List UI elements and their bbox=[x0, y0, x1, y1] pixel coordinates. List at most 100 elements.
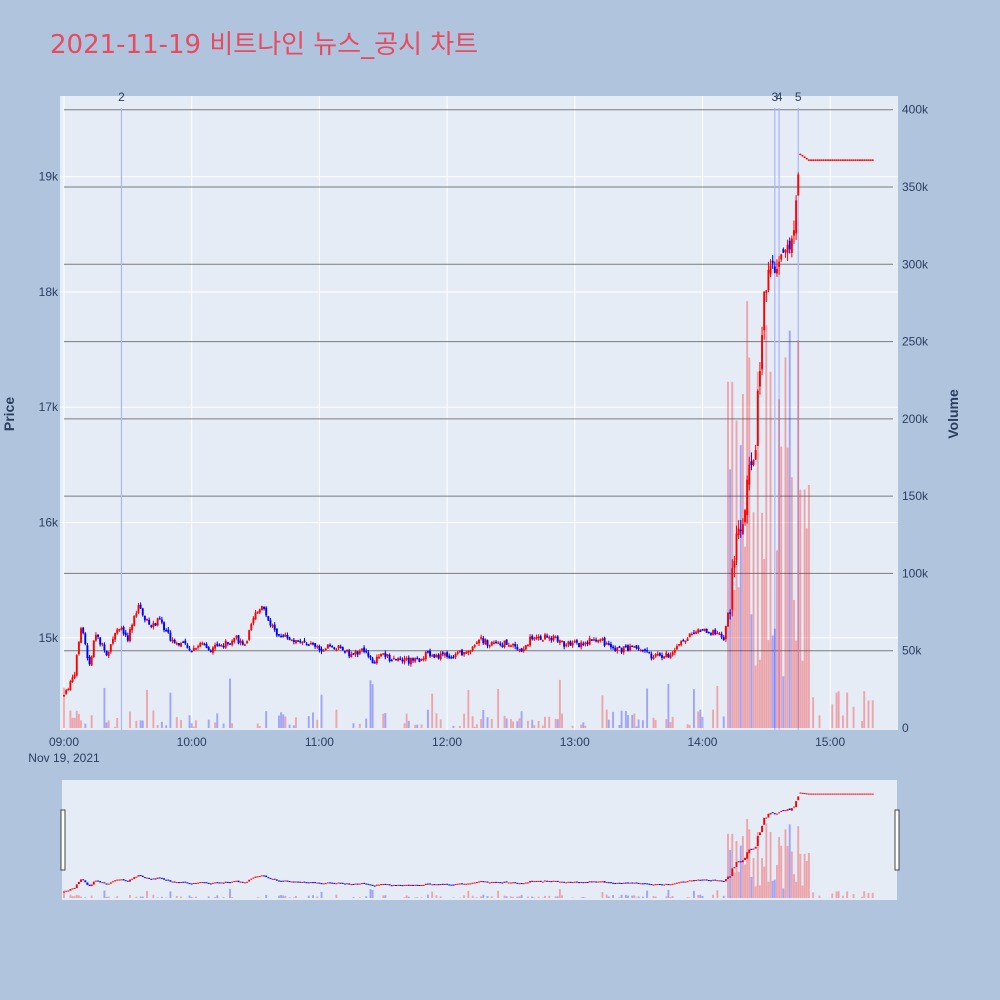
slider-candle bbox=[733, 867, 736, 869]
slider-volume-bar bbox=[214, 896, 217, 898]
slider-candle bbox=[135, 876, 138, 878]
slider-candle bbox=[667, 884, 670, 886]
slider-volume-bar bbox=[654, 896, 657, 898]
slider-candle bbox=[837, 793, 840, 795]
candle-body bbox=[292, 639, 295, 642]
candle-body bbox=[148, 619, 151, 625]
slider-candle bbox=[154, 878, 157, 880]
volume-bar bbox=[697, 711, 700, 728]
candle-body bbox=[605, 643, 608, 645]
volume-tick-label: 300k bbox=[902, 257, 929, 271]
slider-candle bbox=[612, 882, 615, 884]
volume-bar bbox=[712, 709, 715, 728]
candle-body bbox=[243, 644, 246, 646]
candle-body bbox=[80, 628, 82, 643]
slider-volume-bar bbox=[729, 850, 732, 898]
slider-candle bbox=[260, 875, 263, 877]
candle-body bbox=[739, 529, 742, 532]
candle-body bbox=[584, 642, 587, 645]
candle-body bbox=[209, 650, 212, 652]
slider-candle bbox=[682, 881, 685, 883]
volume-bar bbox=[105, 722, 108, 728]
slider-candle bbox=[541, 881, 544, 883]
candle-body bbox=[199, 643, 202, 647]
volume-bar bbox=[584, 725, 587, 728]
slider-candle bbox=[414, 884, 417, 886]
slider-candle bbox=[390, 885, 393, 887]
candle-body bbox=[280, 635, 283, 638]
slider-candle bbox=[741, 860, 744, 863]
volume-bar bbox=[799, 489, 802, 728]
volume-bar bbox=[486, 717, 489, 728]
candle-body bbox=[692, 632, 695, 635]
slider-candle bbox=[90, 884, 93, 887]
volume-bar bbox=[750, 614, 753, 728]
candle-body bbox=[371, 658, 374, 664]
candle-body bbox=[405, 658, 408, 660]
slider-candle bbox=[375, 884, 378, 886]
volume-bar bbox=[473, 726, 476, 728]
candle-body bbox=[603, 637, 606, 646]
candle-body bbox=[797, 174, 800, 196]
slider-volume-bar bbox=[75, 894, 78, 898]
slider-candle bbox=[94, 880, 97, 882]
volume-tick-label: 400k bbox=[902, 103, 929, 117]
candle-body bbox=[360, 648, 363, 651]
candle-body bbox=[452, 656, 455, 659]
slider-candle bbox=[309, 882, 312, 884]
slider-candle bbox=[816, 793, 819, 795]
slider-volume-bar bbox=[463, 895, 466, 898]
candle-body bbox=[173, 639, 176, 644]
slider-volume-bar bbox=[793, 874, 795, 898]
volume-bar bbox=[320, 694, 323, 728]
volume-bar bbox=[624, 711, 627, 728]
candle-body bbox=[526, 644, 529, 647]
candle-body bbox=[169, 632, 172, 641]
candle-body bbox=[697, 629, 700, 633]
slider-volume-bar bbox=[771, 880, 774, 898]
candle-body bbox=[365, 650, 368, 653]
slider-candle bbox=[126, 880, 129, 882]
slider-candle bbox=[556, 880, 559, 882]
slider-candle bbox=[360, 883, 363, 885]
price-tick-label: 19k bbox=[39, 170, 59, 184]
volume-bar bbox=[571, 725, 574, 728]
range-slider-left-handle[interactable] bbox=[60, 809, 66, 871]
slider-candle bbox=[563, 881, 566, 883]
candle-body bbox=[601, 638, 604, 641]
volume-bar bbox=[526, 720, 529, 728]
slider-candle bbox=[197, 882, 200, 884]
candle-body bbox=[810, 159, 812, 161]
volume-bar bbox=[156, 725, 159, 728]
news-marker-label: 3 bbox=[771, 90, 778, 104]
candle-body bbox=[260, 606, 263, 611]
slider-candle bbox=[82, 879, 85, 881]
candle-body bbox=[599, 639, 602, 641]
slider-candle bbox=[609, 882, 612, 884]
slider-volume-bar bbox=[797, 826, 800, 898]
slider-candle bbox=[399, 884, 402, 886]
slider-candle bbox=[452, 884, 455, 886]
slider-candle bbox=[192, 882, 195, 884]
candle-body bbox=[503, 640, 506, 648]
volume-bar bbox=[467, 689, 470, 728]
volume-bar bbox=[471, 716, 474, 728]
slider-volume-bar bbox=[256, 897, 259, 898]
slider-volume-bar bbox=[103, 890, 106, 898]
volume-bar bbox=[771, 635, 774, 728]
volume-bar bbox=[435, 713, 438, 728]
slider-candle bbox=[371, 884, 374, 886]
candle-body bbox=[629, 645, 632, 651]
candle-body bbox=[271, 625, 274, 627]
volume-bar bbox=[607, 719, 610, 728]
slider-candle bbox=[829, 793, 832, 795]
slider-volume-bar bbox=[537, 896, 540, 898]
slider-candle bbox=[203, 882, 206, 884]
candle-body bbox=[824, 159, 827, 161]
range-slider-right-handle[interactable] bbox=[894, 809, 900, 871]
candle-body bbox=[820, 159, 823, 161]
slider-volume-bar bbox=[207, 896, 210, 898]
candle-body bbox=[122, 626, 125, 634]
candle-body bbox=[571, 642, 574, 646]
slider-volume-bar bbox=[697, 894, 700, 898]
